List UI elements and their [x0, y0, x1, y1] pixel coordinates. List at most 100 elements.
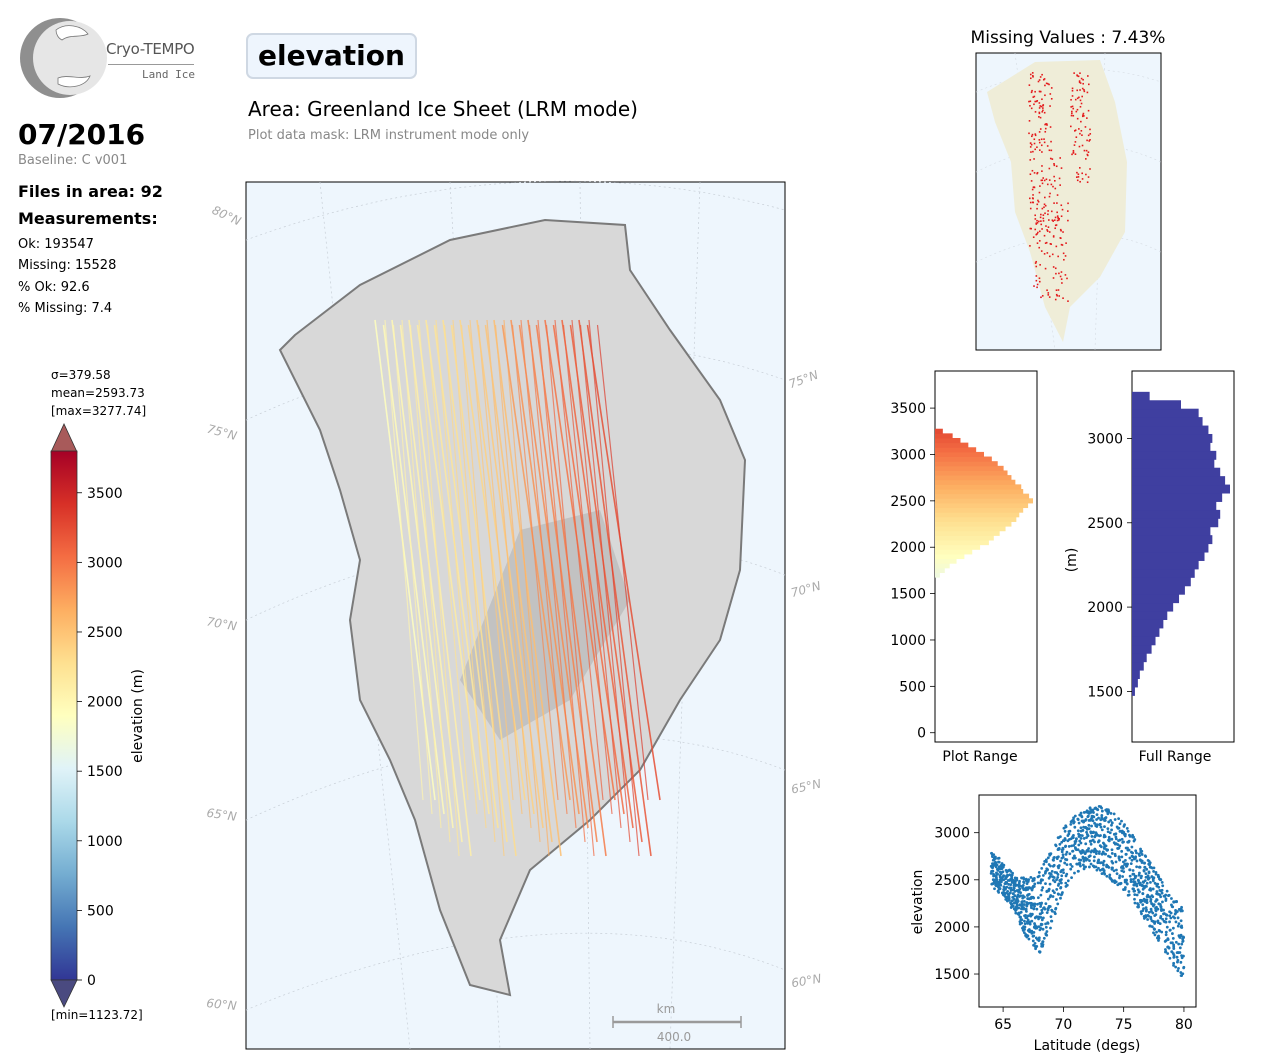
missing-point: [1038, 139, 1041, 141]
scatter-point: [1051, 878, 1055, 882]
scatter-point: [1115, 872, 1119, 876]
scatter-point: [1161, 884, 1165, 888]
scatter-point: [1048, 895, 1052, 899]
histogram-tick-label: 2000: [1087, 600, 1123, 616]
scatter-point: [1019, 894, 1023, 898]
histogram-tick-label: 1000: [890, 633, 926, 649]
scatter-point: [1133, 893, 1137, 897]
missing-point: [1078, 167, 1081, 169]
track-line: [544, 319, 616, 801]
missing-point: [1049, 242, 1052, 245]
missing-point: [1043, 206, 1045, 209]
scatter-point: [1071, 849, 1075, 853]
scatter-point: [1152, 869, 1155, 873]
scatter-point: [1126, 829, 1130, 833]
lat-label-60-left: 60°N: [206, 996, 238, 1013]
scatter-point: [1114, 860, 1118, 864]
histogram-bar: [935, 553, 965, 560]
scatter-point: [1135, 859, 1139, 863]
histogram-tick-label: 1500: [890, 587, 926, 603]
missing-point: [1071, 95, 1074, 97]
lat-label-75-right: 75°N: [787, 368, 820, 392]
missing-point: [1075, 136, 1078, 138]
colorbar-gradient: [50, 450, 78, 981]
scatter-point: [1123, 823, 1126, 827]
missing-point: [1038, 111, 1041, 114]
scatter-point: [1145, 881, 1149, 885]
scatter-point: [1170, 932, 1174, 935]
missing-point: [1034, 228, 1037, 231]
missing-point: [1080, 129, 1083, 132]
missing-point: [1050, 210, 1053, 213]
scatter-point: [1009, 891, 1012, 895]
scatter-point: [990, 851, 994, 855]
scatter-point: [1024, 907, 1028, 911]
scatter-point: [1015, 878, 1018, 882]
missing-point: [1076, 117, 1079, 120]
missing-point: [1074, 129, 1077, 132]
missing-point: [1052, 266, 1055, 268]
missing-point: [1034, 148, 1037, 151]
scatter-point: [1035, 944, 1039, 948]
scatter-point: [1028, 901, 1032, 905]
scatter-point: [1043, 907, 1047, 911]
missing-point: [1078, 80, 1081, 82]
scatter-point: [1104, 808, 1108, 812]
scatter-point: [1103, 819, 1107, 822]
scatter-point: [1121, 865, 1125, 868]
track-line: [528, 324, 577, 829]
scatter-point: [1140, 853, 1144, 856]
histogram-bar: [935, 544, 981, 550]
missing-point: [1060, 215, 1063, 218]
scatter-point: [1029, 912, 1032, 916]
scatter-point: [1022, 903, 1026, 906]
scatter-point: [1085, 830, 1088, 834]
scatter-point: [1155, 905, 1158, 909]
missing-point: [1041, 151, 1043, 153]
histogram-bar: [1132, 543, 1209, 553]
missing-point: [1046, 145, 1049, 147]
missing-point: [1067, 300, 1069, 302]
scatter-point: [1037, 871, 1041, 874]
scatter-point: [1049, 915, 1053, 919]
scatter-point: [1069, 863, 1072, 866]
stat-missing: Missing: 15528: [18, 258, 117, 273]
missing-point: [1047, 213, 1049, 216]
scatter-point: [1084, 825, 1088, 829]
scatter-point: [1051, 889, 1055, 893]
histogram-bar: [935, 526, 1006, 532]
scatter-point: [1061, 853, 1065, 857]
scatter-xtick-label: 75: [1115, 1017, 1133, 1033]
missing-point: [1039, 149, 1041, 151]
scatter-point: [1169, 941, 1173, 945]
missing-point: [1060, 229, 1062, 232]
mask-note: Plot data mask: LRM instrument mode only: [248, 128, 530, 143]
colorbar-label: elevation (m): [130, 669, 146, 763]
scatter-point: [1178, 936, 1182, 939]
scatter-point: [1061, 847, 1065, 851]
stat-ok: Ok: 193547: [18, 237, 94, 252]
missing-point: [1076, 108, 1079, 111]
scatter-point: [1064, 824, 1068, 828]
histogram-bar: [1132, 509, 1221, 519]
missing-point: [1055, 272, 1057, 275]
missing-point: [1036, 286, 1038, 289]
elevation-tracks: [374, 319, 661, 857]
scatter-point: [1171, 915, 1175, 919]
scatter-xtick-label: 70: [1054, 1017, 1072, 1033]
scatter-point: [1120, 829, 1124, 833]
missing-point: [1079, 180, 1081, 183]
scatter-point: [1131, 835, 1135, 839]
missing-point: [1064, 274, 1067, 276]
scatter-point: [1079, 864, 1082, 868]
scatter-point: [1031, 939, 1035, 943]
scatter-point: [1018, 920, 1022, 924]
scatter-point: [1169, 916, 1173, 920]
scatter-point: [1026, 886, 1030, 890]
missing-point: [1083, 88, 1085, 91]
scatter-point: [1118, 838, 1122, 842]
missing-point: [1081, 115, 1084, 118]
missing-point: [1080, 120, 1082, 123]
scatter-point: [1045, 868, 1049, 872]
histogram-bar: [1132, 552, 1205, 561]
